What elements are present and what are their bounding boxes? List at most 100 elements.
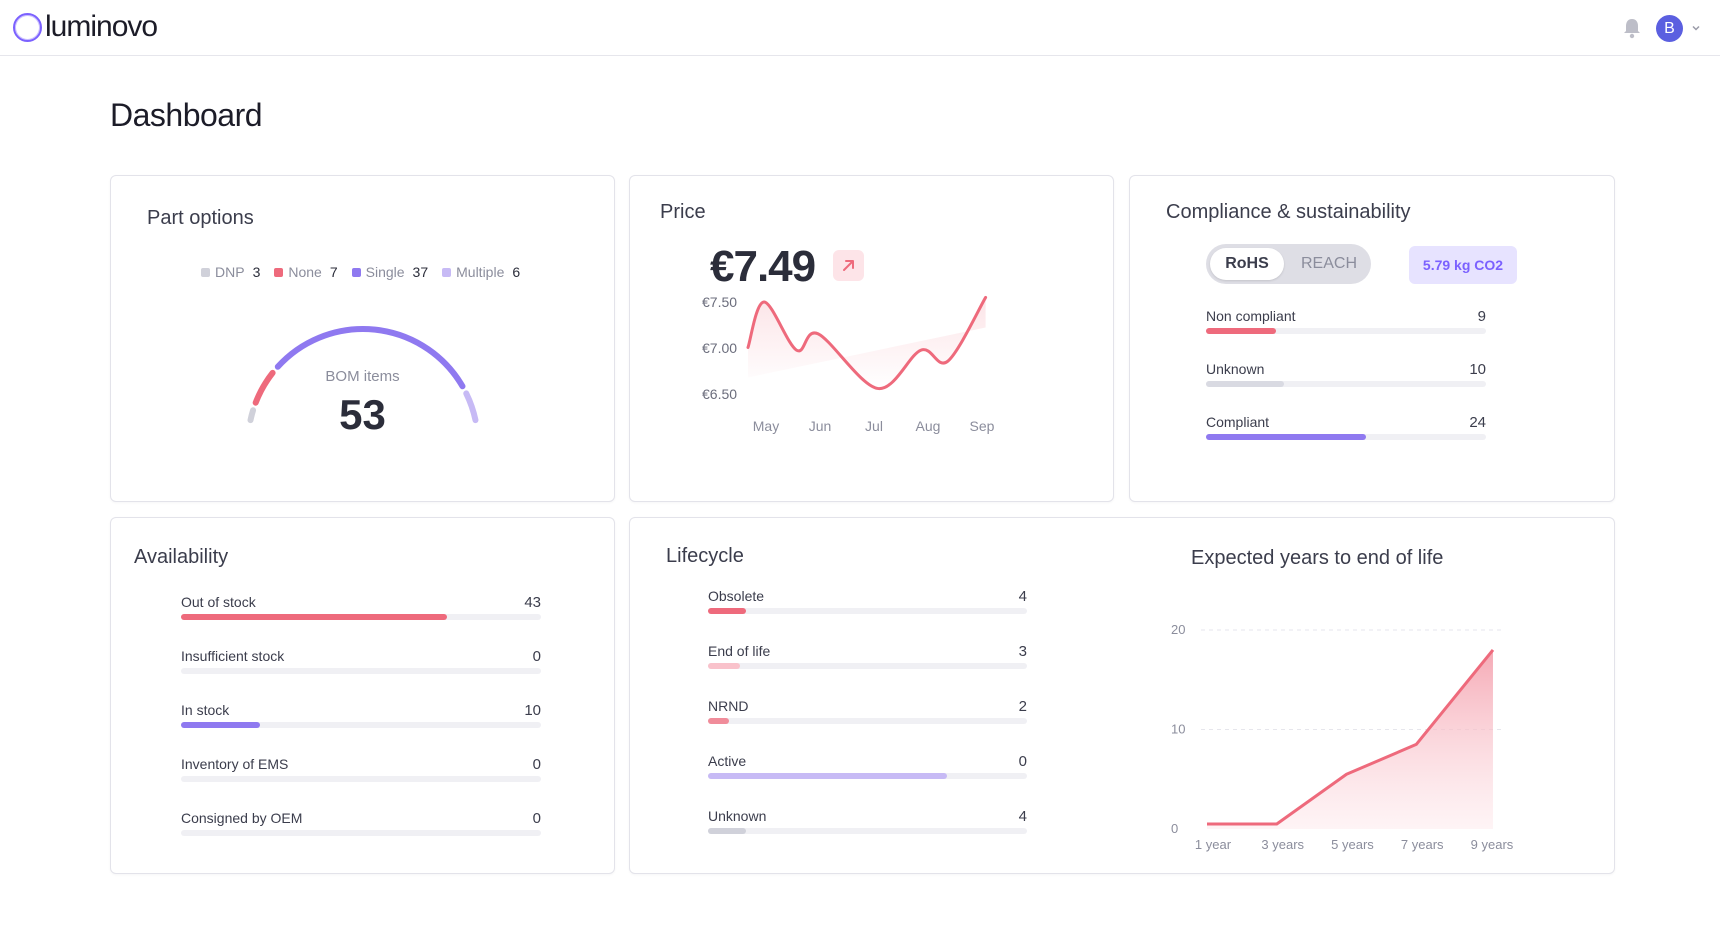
availability-row: In stock 10: [181, 702, 541, 732]
legend-item: None 7: [274, 264, 338, 280]
metric-fill: [1206, 381, 1285, 387]
y-tick-label: 10: [1171, 722, 1185, 737]
metric-count: 24: [1469, 414, 1486, 431]
metric-label: Out of stock: [181, 594, 256, 610]
availability-card: Availability Out of stock 43 Insufficient …: [110, 517, 615, 874]
legend-label: Single: [365, 264, 405, 280]
gauge-total: 53: [339, 391, 386, 438]
part-options-title: Part options: [147, 207, 254, 229]
eol-chart: 20 10 0 1 year 3 years 5 years 7 years 9 years: [1171, 622, 1514, 852]
lifecycle-row: Obsolete 4: [708, 588, 1027, 618]
lifecycle-title: Lifecycle: [666, 545, 744, 567]
metric-track: [181, 668, 541, 674]
x-tick-label: Jul: [865, 418, 883, 434]
compliance-card: Compliance & sustainability RoHS REACH 5…: [1129, 175, 1615, 502]
metric-track: [181, 722, 541, 728]
price-title: Price: [660, 201, 706, 223]
y-tick-label: 0: [1171, 821, 1178, 836]
price-current: €7.49: [710, 242, 816, 291]
metric-count: 4: [1018, 808, 1027, 825]
page-title: Dashboard: [110, 97, 263, 133]
brand-logo[interactable]: luminovo: [13, 12, 158, 42]
price-trend-badge: [833, 250, 864, 281]
x-tick-label: Jun: [809, 418, 832, 434]
metric-fill: [1206, 328, 1276, 334]
lifecycle-row: NRND 2: [708, 698, 1027, 728]
availability-row: Out of stock 43: [181, 594, 541, 624]
metric-track: [181, 776, 541, 782]
price-line-glow: [748, 297, 986, 389]
availability-row: Inventory of EMS 0: [181, 756, 541, 786]
metric-label: Unknown: [708, 808, 767, 824]
tab-rohs[interactable]: RoHS: [1210, 248, 1284, 280]
metric-label: Consigned by OEM: [181, 810, 303, 826]
compliance-title: Compliance & sustainability: [1166, 201, 1411, 223]
metric-fill: [708, 773, 948, 779]
x-tick-label: Sep: [970, 418, 995, 434]
y-tick-label: €6.50: [702, 386, 737, 402]
metric-count: 3: [1018, 643, 1027, 660]
bell-icon[interactable]: [1622, 17, 1642, 39]
metric-track: [708, 718, 1027, 724]
compliance-row: Compliant 24: [1206, 414, 1486, 444]
chevron-down-icon[interactable]: [1690, 22, 1702, 34]
metric-track: [708, 773, 1027, 779]
brand-logo-icon: [13, 12, 42, 42]
legend-swatch: [201, 267, 210, 277]
legend-label: DNP: [215, 264, 245, 280]
gauge-segment: [274, 326, 466, 390]
x-tick-label: 3 years: [1261, 837, 1304, 852]
legend-count: 7: [329, 264, 338, 280]
metric-count: 9: [1477, 308, 1486, 325]
eol-line: [1207, 648, 1495, 826]
part-options-card: Part options DNP 3 None 7 Single 37 Multiple 6 …: [110, 175, 615, 502]
x-tick-label: 5 years: [1331, 837, 1374, 852]
lifecycle-card: Lifecycle Obsolete 4 End of life 3 NRND 2 Acti…: [629, 517, 1615, 874]
metric-track: [181, 614, 541, 620]
compliance-row: Unknown 10: [1206, 361, 1486, 391]
metric-fill: [181, 722, 261, 728]
metric-fill: [708, 608, 747, 614]
y-tick-label: €7.50: [702, 294, 737, 310]
lifecycle-row: Unknown 4: [708, 808, 1027, 838]
metric-label: NRND: [708, 698, 749, 714]
x-tick-label: May: [753, 418, 779, 434]
metric-track: [181, 830, 541, 836]
legend-label: None: [288, 264, 322, 280]
metric-track: [1206, 381, 1486, 387]
arrow-up-right-icon: [843, 260, 854, 271]
gauge-segment: [463, 390, 479, 424]
tab-reach[interactable]: REACH: [1300, 255, 1357, 272]
metric-count: 0: [532, 648, 541, 665]
metric-track: [708, 828, 1027, 834]
metric-count: 0: [532, 810, 541, 827]
x-tick-label: Aug: [916, 418, 941, 434]
bom-gauge: [247, 326, 479, 424]
metric-label: Insufficient stock: [181, 648, 285, 664]
legend-swatch: [442, 267, 452, 277]
legend-swatch: [351, 267, 361, 277]
legend-item: Multiple 6: [442, 264, 520, 280]
metric-label: Obsolete: [708, 588, 765, 604]
metric-label: End of life: [708, 643, 771, 659]
legend-swatch: [274, 267, 284, 277]
metric-count: 2: [1018, 698, 1027, 715]
y-tick-label: €7.00: [702, 340, 737, 356]
metric-fill: [708, 828, 747, 834]
metric-label: Non compliant: [1206, 308, 1296, 324]
avatar[interactable]: B: [1656, 15, 1683, 42]
legend-count: 3: [252, 264, 261, 280]
metric-count: 10: [1469, 361, 1486, 378]
legend-label: Multiple: [456, 264, 505, 280]
legend-item: DNP 3: [201, 264, 260, 280]
metric-label: Unknown: [1206, 361, 1265, 377]
availability-row: Insufficient stock 0: [181, 648, 541, 678]
metric-label: Compliant: [1206, 414, 1270, 430]
compliance-row: Non compliant 9: [1206, 308, 1486, 338]
availability-title: Availability: [134, 546, 229, 568]
gauge-segment: [247, 407, 257, 424]
legend-count: 37: [412, 264, 429, 280]
metric-count: 10: [524, 702, 541, 719]
gauge-segment: [252, 369, 276, 406]
metric-fill: [1206, 434, 1366, 440]
